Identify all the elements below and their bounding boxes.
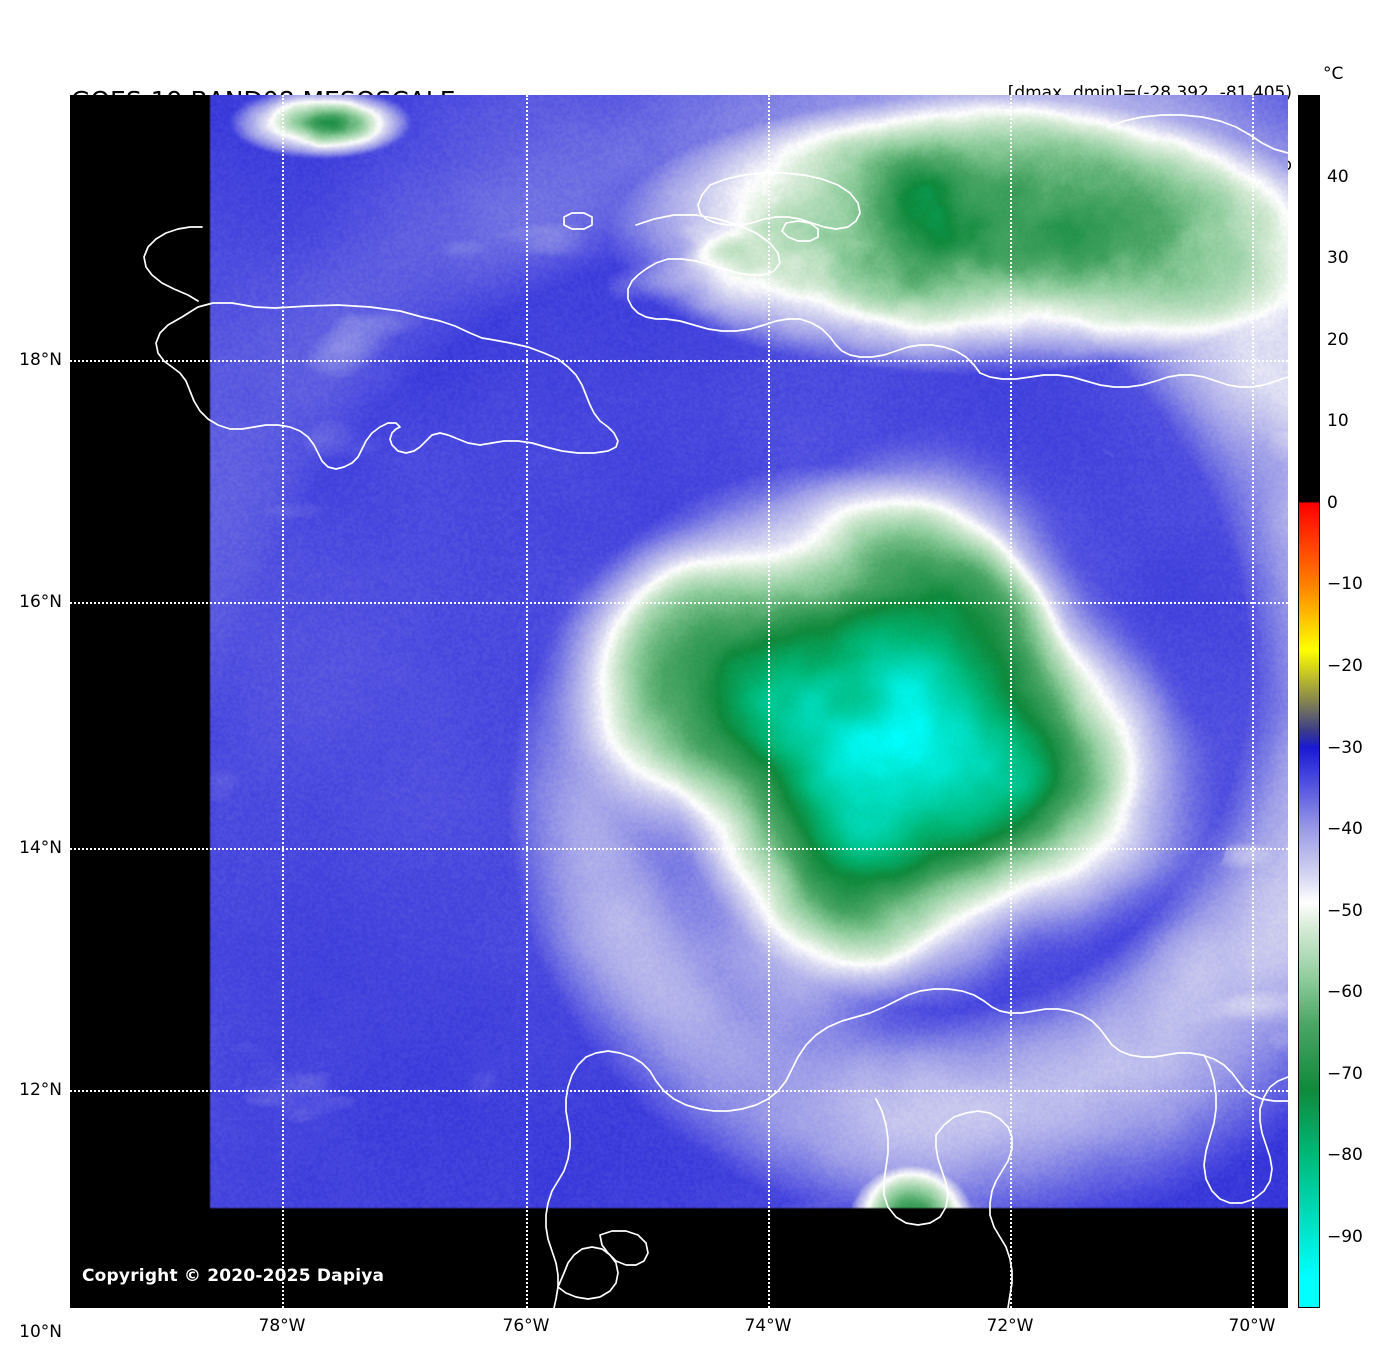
colorbar-tick-minus50: −50 bbox=[1327, 900, 1363, 921]
colorbar-tick-minus70: −70 bbox=[1327, 1063, 1363, 1084]
lon-tick-72: 72°W bbox=[986, 1316, 1034, 1336]
lon-tick-70: 70°W bbox=[1228, 1316, 1276, 1336]
satellite-image-plot: Copyright © 2020-2025 Dapiya bbox=[70, 95, 1288, 1308]
gridline-lat-16 bbox=[70, 602, 1288, 604]
lon-tick-78: 78°W bbox=[258, 1316, 306, 1336]
colorbar-tick-minus80: −80 bbox=[1327, 1145, 1363, 1166]
lat-tick-12: 12°N bbox=[19, 1080, 62, 1100]
colorbar-tick-minus40: −40 bbox=[1327, 819, 1363, 840]
lat-tick-16: 16°N bbox=[19, 592, 62, 612]
colorbar-tick-minus30: −30 bbox=[1327, 737, 1363, 758]
plot-inner: Copyright © 2020-2025 Dapiya bbox=[70, 95, 1288, 1308]
gridline-lon-76 bbox=[526, 95, 528, 1308]
colorbar-gradient bbox=[1299, 96, 1319, 1307]
gridline-lon-70 bbox=[1252, 95, 1254, 1308]
colorbar-tick-30: 30 bbox=[1327, 248, 1349, 269]
gridline-lat-18 bbox=[70, 360, 1288, 362]
gridline-lat-12 bbox=[70, 1090, 1288, 1092]
gridline-lon-74 bbox=[768, 95, 770, 1308]
satellite-imagery-canvas bbox=[70, 95, 1288, 1308]
colorbar-tick-10: 10 bbox=[1327, 411, 1349, 432]
colorbar-tick-0: 0 bbox=[1327, 492, 1338, 513]
copyright-label: Copyright © 2020-2025 Dapiya bbox=[82, 1266, 385, 1286]
temperature-colorbar bbox=[1298, 95, 1320, 1308]
gridline-lat-14 bbox=[70, 848, 1288, 850]
colorbar-tick-minus90: −90 bbox=[1327, 1227, 1363, 1248]
lat-tick-10: 10°N bbox=[19, 1322, 62, 1342]
gridline-lon-72 bbox=[1010, 95, 1012, 1308]
gridline-lon-78 bbox=[282, 95, 284, 1308]
colorbar-tick-minus20: −20 bbox=[1327, 656, 1363, 676]
lat-tick-18: 18°N bbox=[19, 350, 62, 370]
colorbar-tick-minus10: −10 bbox=[1327, 574, 1363, 595]
lon-tick-76: 76°W bbox=[502, 1316, 550, 1336]
colorbar-tick-40: 40 bbox=[1327, 166, 1349, 187]
colorbar-tick-20: 20 bbox=[1327, 329, 1349, 350]
colorbar-tick-minus60: −60 bbox=[1327, 982, 1363, 1003]
lon-tick-74: 74°W bbox=[744, 1316, 792, 1336]
colorbar-unit-label: °C bbox=[1323, 64, 1344, 84]
lat-tick-14: 14°N bbox=[19, 838, 62, 858]
